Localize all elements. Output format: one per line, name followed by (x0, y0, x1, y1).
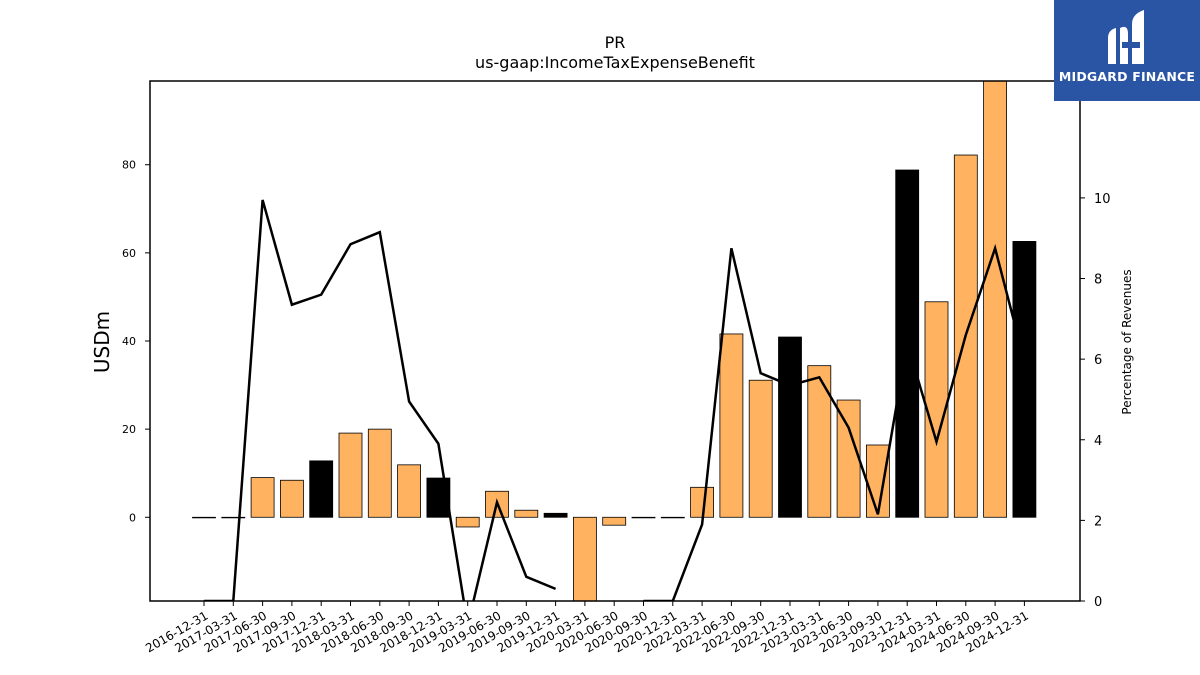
y2-tick-label-6: 6 (1094, 353, 1102, 368)
y2-axis-label: Percentage of Revenues (1120, 269, 1134, 414)
bar-2024-03-31 (924, 301, 949, 518)
bar-2017-03-31 (221, 516, 246, 519)
bar-2018-12-31 (426, 477, 451, 518)
y2-tick-label-0: 0 (1094, 595, 1102, 610)
bar-2024-12-31 (1012, 241, 1037, 518)
logo-text: MIDGARD FINANCE (1058, 69, 1196, 84)
bar-2022-06-30 (719, 333, 744, 518)
bar-2020-03-31 (573, 516, 597, 602)
ratio-line-segment-1 (643, 243, 1026, 601)
midgard-finance-logo: MIDGARD FINANCE (1054, 0, 1200, 101)
y2-tick-label-2: 2 (1094, 514, 1102, 529)
chart-subtitle: us-gaap:IncomeTaxExpenseBenefit (475, 53, 755, 72)
y2-tick-label-4: 4 (1094, 434, 1102, 449)
chart-title: PR (605, 33, 626, 52)
y-axis-label: USDm (90, 311, 114, 373)
y-tick-label-0: 0 (129, 511, 136, 524)
bar-2023-06-30 (836, 399, 861, 518)
y2-tick-label-8: 8 (1094, 273, 1102, 288)
bar-2020-12-31 (660, 516, 685, 519)
bar-2019-12-31 (543, 512, 568, 518)
bar-2023-03-31 (807, 365, 832, 518)
bar-2022-12-31 (778, 336, 802, 518)
bar-2017-06-30 (250, 477, 275, 518)
bar-2017-12-31 (309, 460, 334, 518)
bar-2020-09-30 (631, 516, 656, 519)
bar-2024-09-30 (983, 80, 1007, 518)
bar-2018-09-30 (397, 464, 422, 518)
bar-2019-09-30 (514, 509, 539, 518)
y2-tick-label-10: 10 (1094, 192, 1111, 207)
ratio-line-group (204, 199, 1026, 601)
bar-2016-12-31 (192, 516, 216, 519)
bar-2023-09-30 (866, 444, 890, 518)
bar-2018-06-30 (367, 428, 392, 518)
midgard-logo-icon (1108, 10, 1144, 64)
y-tick-label-80: 80 (122, 159, 136, 172)
bar-2019-03-31 (455, 516, 480, 528)
y-tick-label-20: 20 (122, 423, 136, 436)
bar-2018-03-31 (338, 432, 363, 518)
bar-2020-06-30 (602, 516, 627, 526)
bars-group (192, 80, 1037, 602)
y-tick-label-60: 60 (122, 247, 136, 260)
ratio-line-segment-0 (204, 199, 557, 601)
bar-2022-09-30 (748, 379, 773, 518)
bar-2017-09-30 (279, 479, 304, 518)
y-tick-label-40: 40 (122, 335, 136, 348)
